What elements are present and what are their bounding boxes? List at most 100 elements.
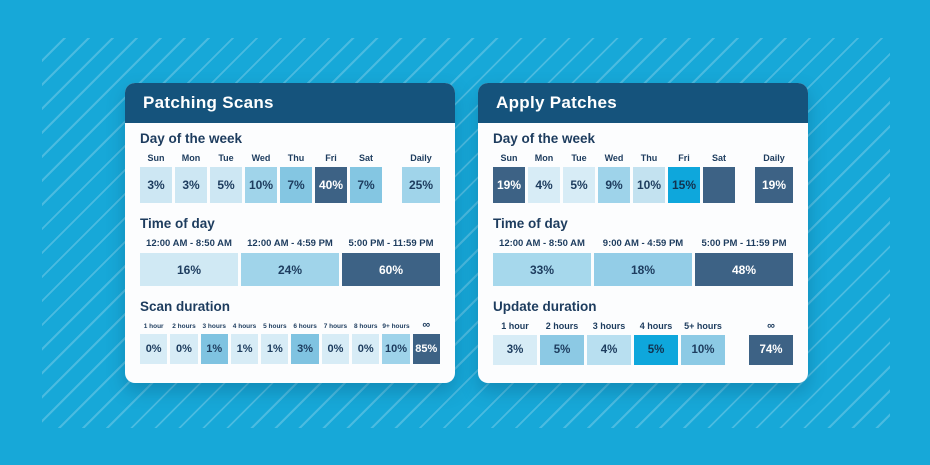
ap-day-value-tue: 5% <box>563 167 595 203</box>
ap-time-label-morning: 12:00 AM - 8:50 AM <box>499 238 585 249</box>
ps-day-section-title: Day of the week <box>140 131 243 146</box>
ap-time-section: Time of day 12:00 AM - 8:50 AM 33% 9:00 … <box>493 216 793 286</box>
ap-dur-col-5plus: 5+ hours 10% <box>681 321 725 365</box>
ps-day-label-thu: Thu <box>287 153 305 163</box>
ps-dur-value-7h: 0% <box>321 334 350 364</box>
ps-dur-col-infinity: ∞ 85% <box>412 319 440 364</box>
ap-day-col-tue: Tue 5% <box>563 153 595 203</box>
ap-dur-value-5plus: 10% <box>681 335 725 365</box>
patching-scans-title: Patching Scans <box>143 93 274 112</box>
ap-day-label-wed: Wed <box>604 153 624 163</box>
ap-dur-label-5plus: 5+ hours <box>684 321 722 331</box>
ps-dur-label-8h: 8 hours <box>353 323 378 330</box>
ap-day-col-sun: Sun 19% <box>493 153 525 203</box>
apply-patches-body: Day of the week Sun 19% Mon 4% Tue 5% <box>478 123 808 383</box>
ps-dur-label-1h: 1 hour <box>143 323 164 330</box>
ps-dur-label-6h: 6 hours <box>293 323 317 330</box>
ap-day-label-sat: Sat <box>711 153 726 163</box>
ps-time-label-morning: 12:00 AM - 8:50 AM <box>146 238 232 249</box>
ps-time-col-morning: 12:00 AM - 8:50 AM 16% <box>140 238 238 286</box>
apply-patches-header: Apply Patches <box>478 83 808 123</box>
ps-day-row: Sun 3% Mon 3% Tue 5% Wed <box>140 153 440 203</box>
ap-time-section-title: Time of day <box>493 216 568 231</box>
ps-time-col-evening: 5:00 PM - 11:59 PM 60% <box>342 238 440 286</box>
ap-day-col-daily: Daily 19% <box>755 153 793 203</box>
ps-day-value-sun: 3% <box>140 167 172 203</box>
cards-row: Patching Scans Day of the week Sun 3% Mo… <box>125 83 808 383</box>
ap-day-label-daily: Daily <box>763 153 785 163</box>
ap-day-value-mon: 4% <box>528 167 560 203</box>
ap-day-col-sat: Sat <box>703 153 735 203</box>
ap-dur-value-3h: 4% <box>587 335 631 365</box>
ps-day-section: Day of the week Sun 3% Mon 3% Tue 5% <box>140 131 440 203</box>
ap-day-value-wed: 9% <box>598 167 630 203</box>
ap-day-label-fri: Fri <box>678 153 690 163</box>
ap-time-value-morning: 33% <box>493 253 591 286</box>
ps-dur-label-7h: 7 hours <box>323 323 348 330</box>
ap-dur-col-1h: 1 hour 3% <box>493 321 537 365</box>
ps-dur-col-4h: 4 hours 1% <box>230 323 259 364</box>
ap-duration-section: Update duration 1 hour 3% 2 hours 5% 3 h… <box>493 299 793 365</box>
ps-day-value-thu: 7% <box>280 167 312 203</box>
ap-dur-label-1h: 1 hour <box>501 321 529 331</box>
ap-infinity-icon: ∞ <box>767 320 775 332</box>
ap-day-section-title: Day of the week <box>493 131 596 146</box>
ap-duration-row: 1 hour 3% 2 hours 5% 3 hours 4% 4 hour <box>493 321 793 365</box>
ps-day-col-mon: Mon 3% <box>175 153 207 203</box>
ap-day-value-daily: 19% <box>755 167 793 203</box>
ap-day-col-wed: Wed 9% <box>598 153 630 203</box>
ps-dur-label-5h: 5 hours <box>263 323 287 330</box>
ps-time-row: 12:00 AM - 8:50 AM 16% 12:00 AM - 4:59 P… <box>140 238 440 286</box>
ap-dur-label-4h: 4 hours <box>639 321 673 331</box>
ps-day-value-mon: 3% <box>175 167 207 203</box>
ap-dur-label-3h: 3 hours <box>592 321 626 331</box>
ap-dur-col-3h: 3 hours 4% <box>587 321 631 365</box>
ps-day-value-wed: 10% <box>245 167 277 203</box>
ps-day-col-sat: Sat 7% <box>350 153 382 203</box>
ps-dur-label-2h: 2 hours <box>172 323 196 330</box>
ap-day-col-mon: Mon 4% <box>528 153 560 203</box>
patching-scans-body: Day of the week Sun 3% Mon 3% Tue 5% <box>125 123 455 383</box>
ap-duration-section-title: Update duration <box>493 299 597 314</box>
ap-time-col-afternoon: 9:00 AM - 4:59 PM 18% <box>594 238 692 286</box>
ps-day-col-wed: Wed 10% <box>245 153 277 203</box>
ap-time-label-evening: 5:00 PM - 11:59 PM <box>701 238 787 249</box>
ps-day-label-mon: Mon <box>181 153 201 163</box>
ps-day-value-fri: 40% <box>315 167 347 203</box>
ps-day-value-sat: 7% <box>350 167 382 203</box>
ap-day-value-sat <box>703 167 735 203</box>
ps-dur-value-5h: 1% <box>261 334 289 364</box>
ps-duration-row: 1 hour 0% 2 hours 0% 3 hours 1% 4 hour <box>140 319 440 364</box>
ps-dur-col-1h: 1 hour 0% <box>140 323 168 364</box>
ap-time-col-morning: 12:00 AM - 8:50 AM 33% <box>493 238 591 286</box>
ps-day-col-tue: Tue 5% <box>210 153 242 203</box>
ap-day-col-thu: Thu 10% <box>633 153 665 203</box>
patching-scans-header: Patching Scans <box>125 83 455 123</box>
ap-dur-value-2h: 5% <box>540 335 584 365</box>
ps-day-col-daily: Daily 25% <box>402 153 440 203</box>
ap-dur-value-infinity: 74% <box>749 335 793 365</box>
ap-day-value-sun: 19% <box>493 167 525 203</box>
ps-day-label-wed: Wed <box>251 153 271 163</box>
ap-dur-value-4h: 5% <box>634 335 678 365</box>
ps-time-col-afternoon: 12:00 AM - 4:59 PM 24% <box>241 238 339 286</box>
ps-infinity-icon: ∞ <box>422 319 431 331</box>
ap-time-col-evening: 5:00 PM - 11:59 PM 48% <box>695 238 793 286</box>
ps-dur-label-3h: 3 hours <box>202 323 226 330</box>
ap-day-label-sun: Sun <box>500 153 518 163</box>
ps-day-label-sun: Sun <box>147 153 165 163</box>
ps-dur-col-7h: 7 hours 0% <box>321 323 350 364</box>
ps-day-col-sun: Sun 3% <box>140 153 172 203</box>
ps-day-col-fri: Fri 40% <box>315 153 347 203</box>
ap-time-row: 12:00 AM - 8:50 AM 33% 9:00 AM - 4:59 PM… <box>493 238 793 286</box>
ap-day-label-mon: Mon <box>534 153 554 163</box>
ps-dur-col-9plus: 9+ hours 10% <box>382 323 410 364</box>
apply-patches-title: Apply Patches <box>496 93 618 112</box>
ps-dur-value-1h: 0% <box>140 334 168 364</box>
ps-dur-label-9plus: 9+ hours <box>382 323 410 330</box>
ap-dur-col-4h: 4 hours 5% <box>634 321 678 365</box>
ap-day-label-tue: Tue <box>571 153 587 163</box>
ps-time-section-title: Time of day <box>140 216 215 231</box>
ps-dur-label-4h: 4 hours <box>232 323 257 330</box>
